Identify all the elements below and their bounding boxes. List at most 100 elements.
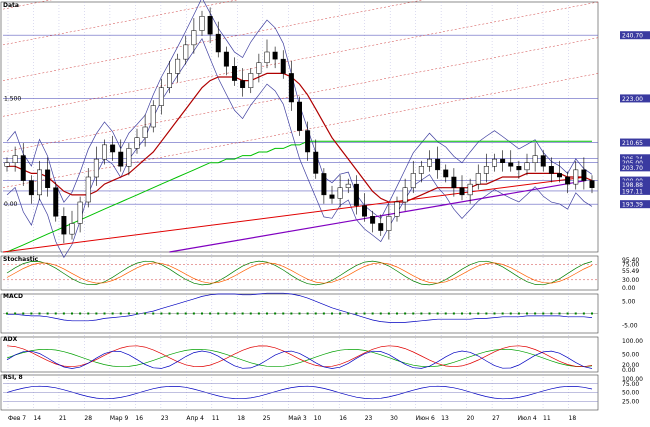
channel-line [2,0,424,81]
candle-body [12,155,18,163]
candle-body [337,187,343,199]
x-tick-label: 23 [161,415,169,422]
candle-body [183,44,189,60]
macd-histogram-bar [6,312,8,315]
candle-body [167,73,172,88]
moving-average-red-line [7,72,593,203]
indicator-tick-label: -5.00 [622,323,638,330]
candle-body [207,16,213,35]
macd-histogram-bar [509,312,512,315]
adx-pane-title: ADX [3,336,18,343]
macd-histogram-bar [501,312,504,315]
macd-histogram-bar [152,312,155,315]
candle-body [532,155,538,163]
macd-histogram-bar [95,312,98,315]
macd-histogram-bar [444,312,447,315]
macd-histogram-bar [347,312,350,315]
macd-histogram-bar [566,312,569,315]
stochastic-d-line [6,262,593,284]
candle-body [215,33,221,53]
candle-body [540,155,546,167]
candle-body [459,187,465,196]
trend-line-red [2,176,587,253]
macd-histogram-bar [38,312,41,315]
x-tick-label: 18 [569,415,577,422]
candle-body [427,158,432,167]
candle-body [305,130,311,153]
candle-body [142,126,148,138]
price-label-box [620,154,650,163]
candle-body [248,73,254,88]
macd-histogram-bar [493,312,496,315]
macd-histogram-bar [371,312,374,315]
candle-body [589,180,595,188]
grid-lines [7,2,569,410]
candle-body [565,176,571,185]
candle-body [110,144,116,153]
trend-line-purple [169,179,587,253]
macd-histogram-bar [62,312,65,315]
x-tick-label: 16 [135,415,143,422]
indicator-tick-label: 100.00 [622,376,643,383]
macd-histogram-bar [46,312,49,315]
indicator-tick-label: 20.00 [622,362,639,369]
macd-histogram-bar [274,312,277,315]
macd-histogram-bar [176,312,179,315]
macd-histogram-bar [379,312,382,315]
channel-line [2,0,238,46]
x-tick-label: Июл 4 [518,415,537,422]
candle-body [61,216,67,235]
macd-histogram-bar [209,312,212,315]
x-tick-label: Апр 4 [186,415,204,422]
x-tick-label: Июн 6 [416,415,435,422]
candle-body [158,87,164,106]
candle-body [223,51,229,67]
macd-histogram-bar [314,312,317,315]
candle-body [557,173,562,178]
macd-histogram-bar [477,312,480,315]
fib-label: 0.00 [4,201,18,208]
candle-body [288,73,294,103]
candle-body [272,51,278,60]
x-tick-label: 30 [390,415,398,422]
x-tick-label: 21 [59,415,67,422]
candle-body [199,16,205,31]
axis-panel [600,0,650,427]
candle-body [126,148,132,167]
candle-body [370,216,376,224]
channel-line [2,37,599,153]
di-plus-line [6,345,593,368]
indicator-tick-label: 100.00 [622,338,643,345]
macd-histogram-bar [257,312,260,315]
macd-histogram-bar [282,312,285,315]
indicator-tick-label: 25.00 [622,398,639,405]
candle-body [53,187,59,217]
candle-body [467,183,473,196]
macd-histogram-bar [71,312,73,315]
price-label-box [620,94,650,103]
macd-histogram-bar [184,312,187,315]
macd-histogram-bar [331,312,333,315]
x-tick-label: 20 [467,415,475,422]
candle-body [134,137,140,149]
indicator-tick-label: 50.00 [622,352,639,359]
indicator-tick-label: 50.00 [622,390,639,397]
macd-histogram-bar [160,312,163,315]
macd-histogram-bar [574,312,577,315]
x-tick-label: 10 [314,415,322,422]
fib-label: 1.500 [4,95,21,102]
macd-histogram-bar [241,312,244,315]
price-label-box [620,31,650,40]
price-label: 193.39 [622,202,643,209]
macd-histogram-bar [54,312,57,315]
macd-histogram-bar [452,312,455,315]
x-tick-label: Фев 7 [8,415,26,422]
macd-histogram-bar [111,312,114,315]
channel-line [2,73,599,188]
indicator-tick-label: 30.00 [622,277,639,284]
indicator-tick-label: 5.00 [622,298,636,305]
macd-pane [3,292,598,323]
x-tick-label: 27 [492,415,500,422]
candle-body [581,169,587,181]
candle-body [548,166,554,174]
